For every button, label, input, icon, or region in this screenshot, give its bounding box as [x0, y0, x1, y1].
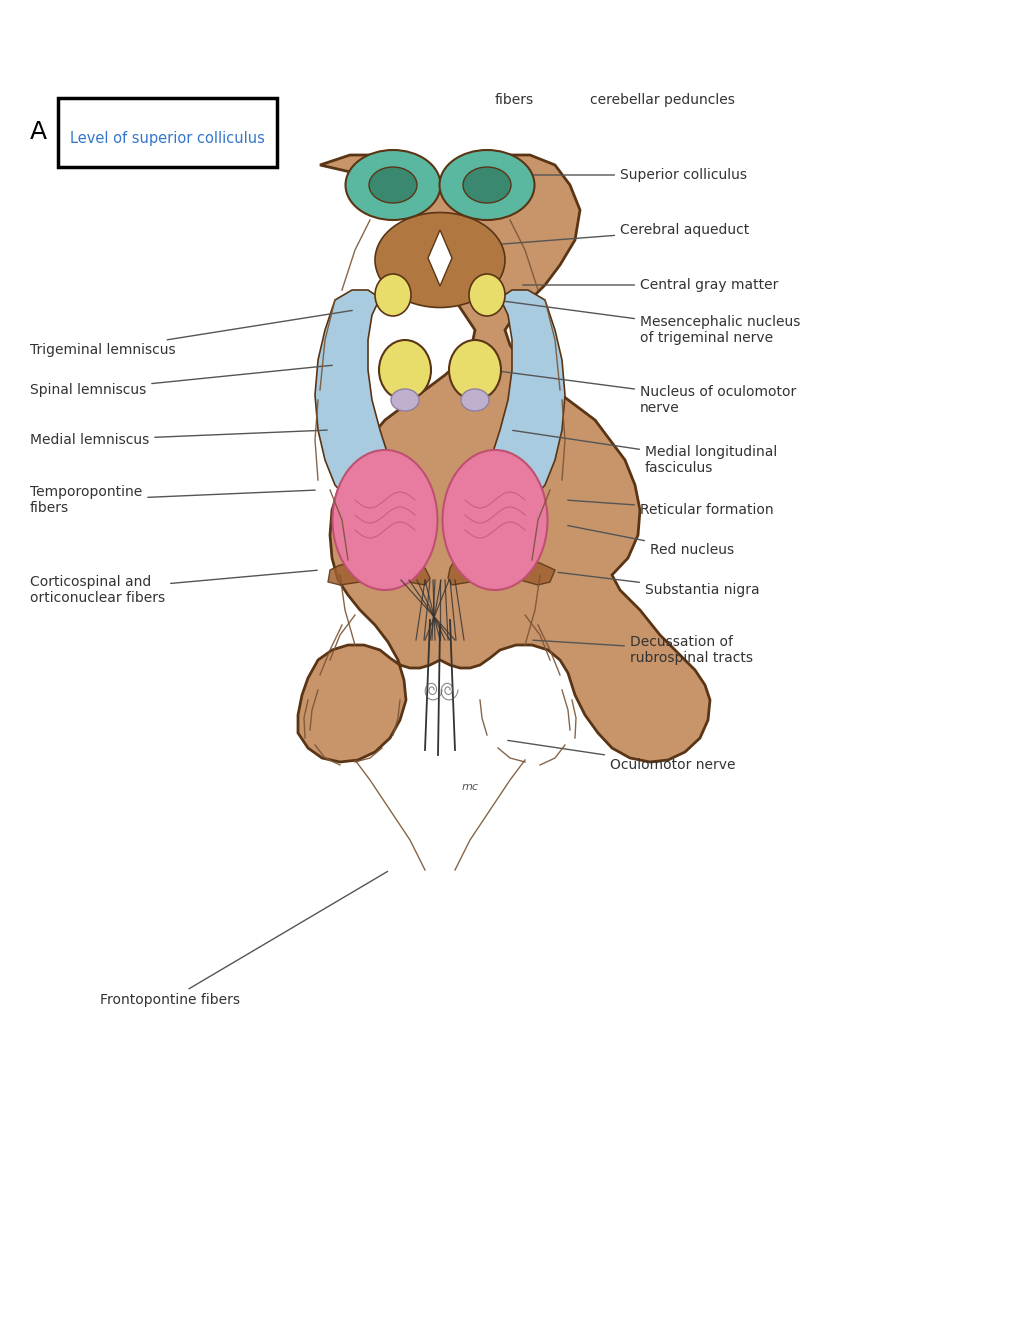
- Text: Level of superior colliculus: Level of superior colliculus: [69, 131, 264, 145]
- Text: Decussation of
rubrospinal tracts: Decussation of rubrospinal tracts: [532, 635, 752, 665]
- Ellipse shape: [375, 275, 411, 315]
- FancyBboxPatch shape: [58, 98, 277, 168]
- Text: mc: mc: [461, 781, 478, 792]
- Ellipse shape: [375, 213, 504, 308]
- Ellipse shape: [448, 341, 500, 400]
- Text: Frontopontine fibers: Frontopontine fibers: [100, 871, 387, 1007]
- Text: Trigeminal lemniscus: Trigeminal lemniscus: [30, 310, 352, 356]
- Polygon shape: [447, 558, 554, 585]
- Text: Spinal lemniscus: Spinal lemniscus: [30, 366, 332, 397]
- Ellipse shape: [369, 168, 417, 203]
- Ellipse shape: [439, 150, 534, 220]
- Text: Central gray matter: Central gray matter: [523, 279, 777, 292]
- Text: Substantia nigra: Substantia nigra: [557, 573, 759, 597]
- Text: cerebellar peduncles: cerebellar peduncles: [589, 92, 734, 107]
- Text: Corticospinal and
orticonuclear fibers: Corticospinal and orticonuclear fibers: [30, 570, 317, 605]
- Text: Medial lemniscus: Medial lemniscus: [30, 430, 327, 447]
- Text: Mesencephalic nucleus
of trigeminal nerve: Mesencephalic nucleus of trigeminal nerv…: [497, 301, 800, 345]
- Text: Oculomotor nerve: Oculomotor nerve: [507, 741, 735, 772]
- Text: Temporopontine
fibers: Temporopontine fibers: [30, 484, 315, 515]
- Text: Red nucleus: Red nucleus: [568, 525, 734, 557]
- Text: fibers: fibers: [494, 92, 534, 107]
- Ellipse shape: [461, 389, 488, 411]
- Text: Nucleus of oculomotor
nerve: Nucleus of oculomotor nerve: [492, 371, 796, 414]
- Polygon shape: [489, 290, 565, 508]
- Text: Superior colliculus: Superior colliculus: [527, 168, 746, 182]
- Ellipse shape: [332, 450, 437, 590]
- Polygon shape: [298, 154, 709, 762]
- Polygon shape: [315, 290, 389, 508]
- Ellipse shape: [379, 341, 431, 400]
- Ellipse shape: [463, 168, 511, 203]
- Text: Reticular formation: Reticular formation: [568, 500, 772, 517]
- Polygon shape: [428, 230, 451, 286]
- Ellipse shape: [442, 450, 547, 590]
- Text: Medial longitudinal
fasciculus: Medial longitudinal fasciculus: [513, 430, 776, 475]
- Text: Cerebral aqueduct: Cerebral aqueduct: [492, 223, 749, 244]
- Text: A: A: [30, 120, 47, 144]
- Polygon shape: [328, 560, 430, 585]
- Ellipse shape: [390, 389, 419, 411]
- Ellipse shape: [345, 150, 440, 220]
- Ellipse shape: [469, 275, 504, 315]
